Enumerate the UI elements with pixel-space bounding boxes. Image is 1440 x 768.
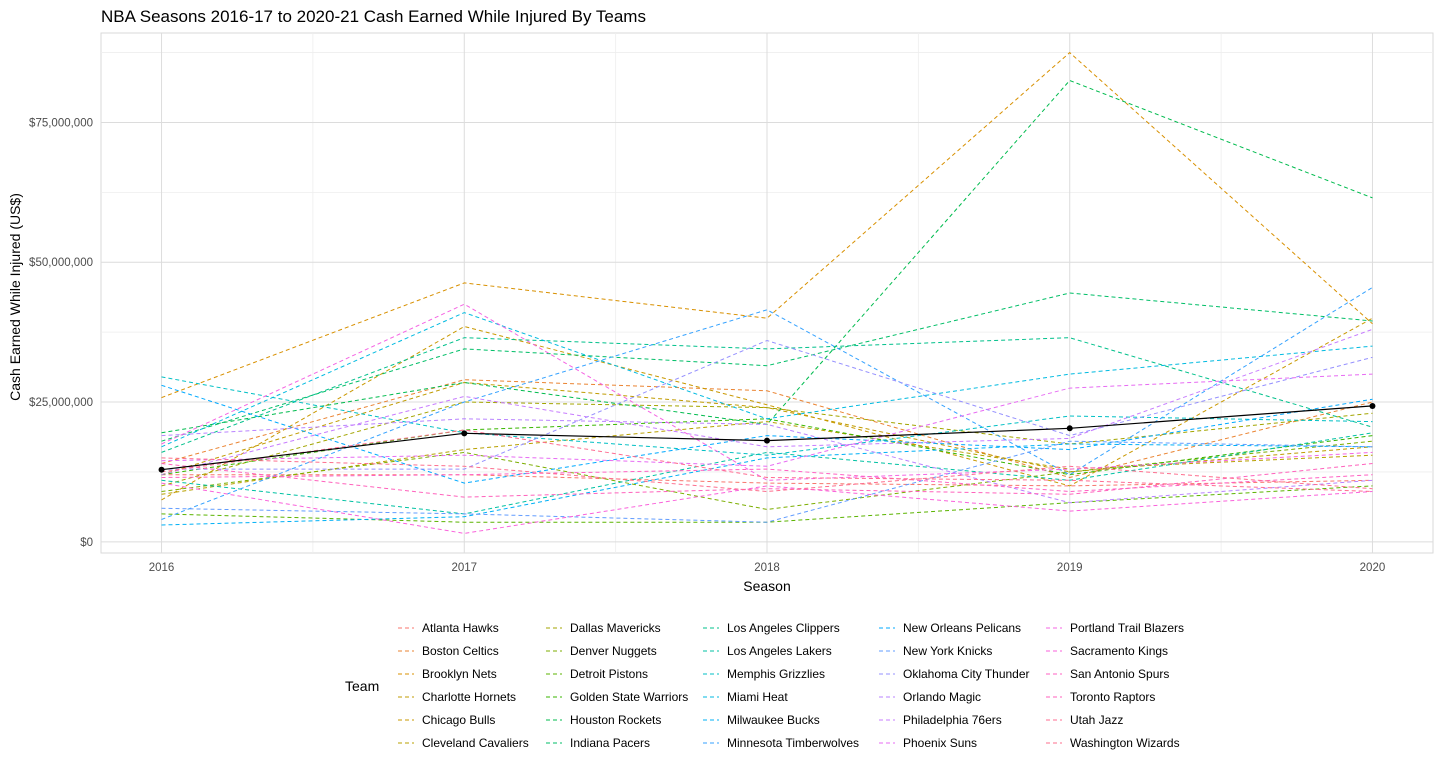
average-point (764, 437, 770, 444)
average-point (461, 430, 468, 437)
series-line (161, 440, 1373, 510)
legend-label: Golden State Warriors (570, 690, 688, 704)
y-tick-label: $25,000,000 (29, 397, 93, 409)
series-line (161, 443, 1373, 526)
series-line (161, 292, 1373, 442)
legend-label: Miami Heat (727, 690, 788, 704)
legend-title: Team (345, 678, 379, 694)
y-tick-label: $75,000,000 (29, 117, 93, 129)
legend-label: Chicago Bulls (422, 713, 495, 727)
legend-label: San Antonio Spurs (1070, 667, 1169, 681)
legend-label: Dallas Mavericks (570, 621, 661, 635)
legend-label: Denver Nuggets (570, 644, 657, 658)
series-line (161, 429, 1373, 492)
series-line (161, 303, 1373, 481)
legend-label: New Orleans Pelicans (903, 621, 1021, 635)
x-tick-label: 2017 (451, 562, 477, 574)
series-line (161, 482, 1373, 534)
x-tick-label: 2018 (754, 562, 780, 574)
series-line (161, 79, 1373, 434)
legend-label: Memphis Grizzlies (727, 667, 825, 681)
series-line (161, 328, 1373, 476)
legend-label: Sacramento Kings (1070, 644, 1168, 658)
legend-label: Toronto Raptors (1070, 690, 1155, 704)
legend-label: Portland Trail Blazers (1070, 621, 1184, 635)
y-axis-title: Cash Earned While Injured (US$) (7, 193, 23, 401)
legend-label: Utah Jazz (1070, 713, 1123, 727)
series-line (161, 317, 1373, 501)
chart-title: NBA Seasons 2016-17 to 2020-21 Cash Earn… (101, 7, 646, 26)
series-line (161, 421, 1373, 495)
series-line (161, 384, 1373, 484)
legend-label: Phoenix Suns (903, 736, 977, 750)
legend-label: Washington Wizards (1070, 736, 1180, 750)
legend-label: Philadelphia 76ers (903, 713, 1002, 727)
legend-label: Milwaukee Bucks (727, 713, 820, 727)
legend-label: Indiana Pacers (570, 736, 650, 750)
average-point (158, 466, 165, 473)
legend-label: Los Angeles Clippers (727, 621, 840, 635)
series-line (161, 457, 1373, 493)
x-tick-label: 2016 (149, 562, 175, 574)
series-line (161, 376, 1373, 456)
series-line (161, 312, 1373, 448)
x-tick-label: 2019 (1057, 562, 1083, 574)
legend-label: Los Angeles Lakers (727, 644, 832, 658)
series-line (161, 373, 1373, 467)
legend-label: Detroit Pistons (570, 667, 648, 681)
series-line (161, 337, 1373, 453)
legend-label: Brooklyn Nets (422, 667, 497, 681)
y-tick-label: $50,000,000 (29, 257, 93, 269)
series-line (161, 468, 1373, 493)
legend: Atlanta Hawks Boston Celtics Brooklyn Nets… (398, 621, 1184, 750)
legend-label: Boston Celtics (422, 644, 499, 658)
legend-label: Cleveland Cavaliers (422, 736, 529, 750)
series-line (161, 440, 1373, 523)
x-axis-title: Season (743, 578, 790, 594)
legend-label: Orlando Magic (903, 690, 981, 704)
series-line (161, 401, 1373, 487)
series-line (161, 432, 1373, 515)
legend-label: New York Knicks (903, 644, 992, 658)
x-tick-label: 2020 (1360, 562, 1386, 574)
y-tick-label: $0 (80, 537, 93, 549)
series-line (161, 379, 1373, 479)
legend-label: Oklahoma City Thunder (903, 667, 1030, 681)
legend-label: Minnesota Timberwolves (727, 736, 859, 750)
legend-label: Charlotte Hornets (422, 690, 516, 704)
legend-label: Houston Rockets (570, 713, 661, 727)
series-line (161, 339, 1373, 470)
legend-label: Atlanta Hawks (422, 621, 499, 635)
average-point (1066, 425, 1073, 432)
average-point (1369, 402, 1376, 409)
